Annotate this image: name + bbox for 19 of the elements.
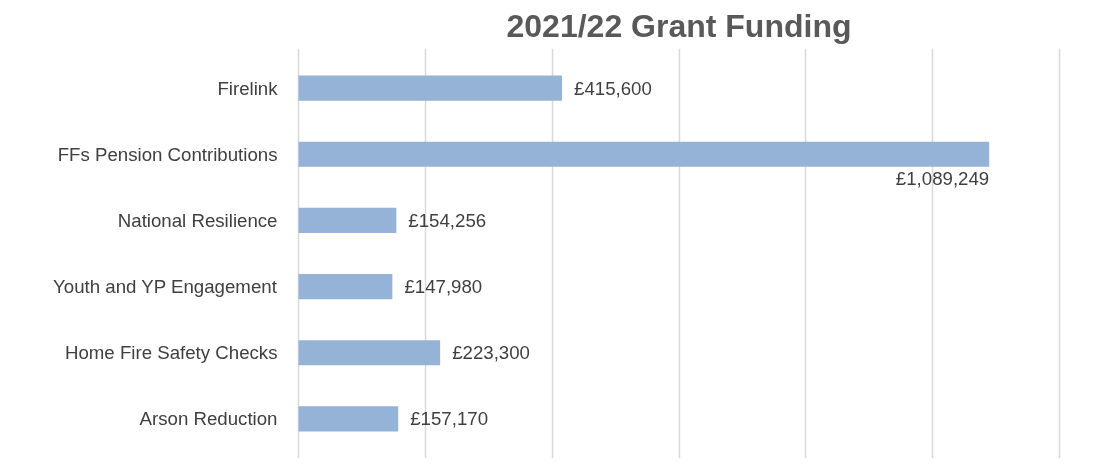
data-label: £1,089,249 [895,168,990,190]
y-tick-label: National Resilience [117,209,278,231]
data-label: £154,256 [408,209,487,231]
bar [298,274,393,300]
chart-title: 2021/22 Grant Funding [506,7,852,44]
bar [298,340,441,366]
data-label: £415,600 [574,77,652,99]
y-tick-label: Arson Reduction [139,408,278,430]
bar [298,141,990,167]
y-tick-label: Youth and YP Engagement [53,276,278,298]
y-tick-label: Firelink [217,77,279,99]
data-label: £157,170 [410,408,489,430]
y-tick-label: FFs Pension Contributions [57,143,278,165]
bar [298,406,399,432]
data-label: £223,300 [452,342,530,364]
data-label: £147,980 [404,276,483,298]
bar [298,75,563,101]
y-tick-label: Home Fire Safety Checks [64,342,278,364]
bar [298,207,397,233]
